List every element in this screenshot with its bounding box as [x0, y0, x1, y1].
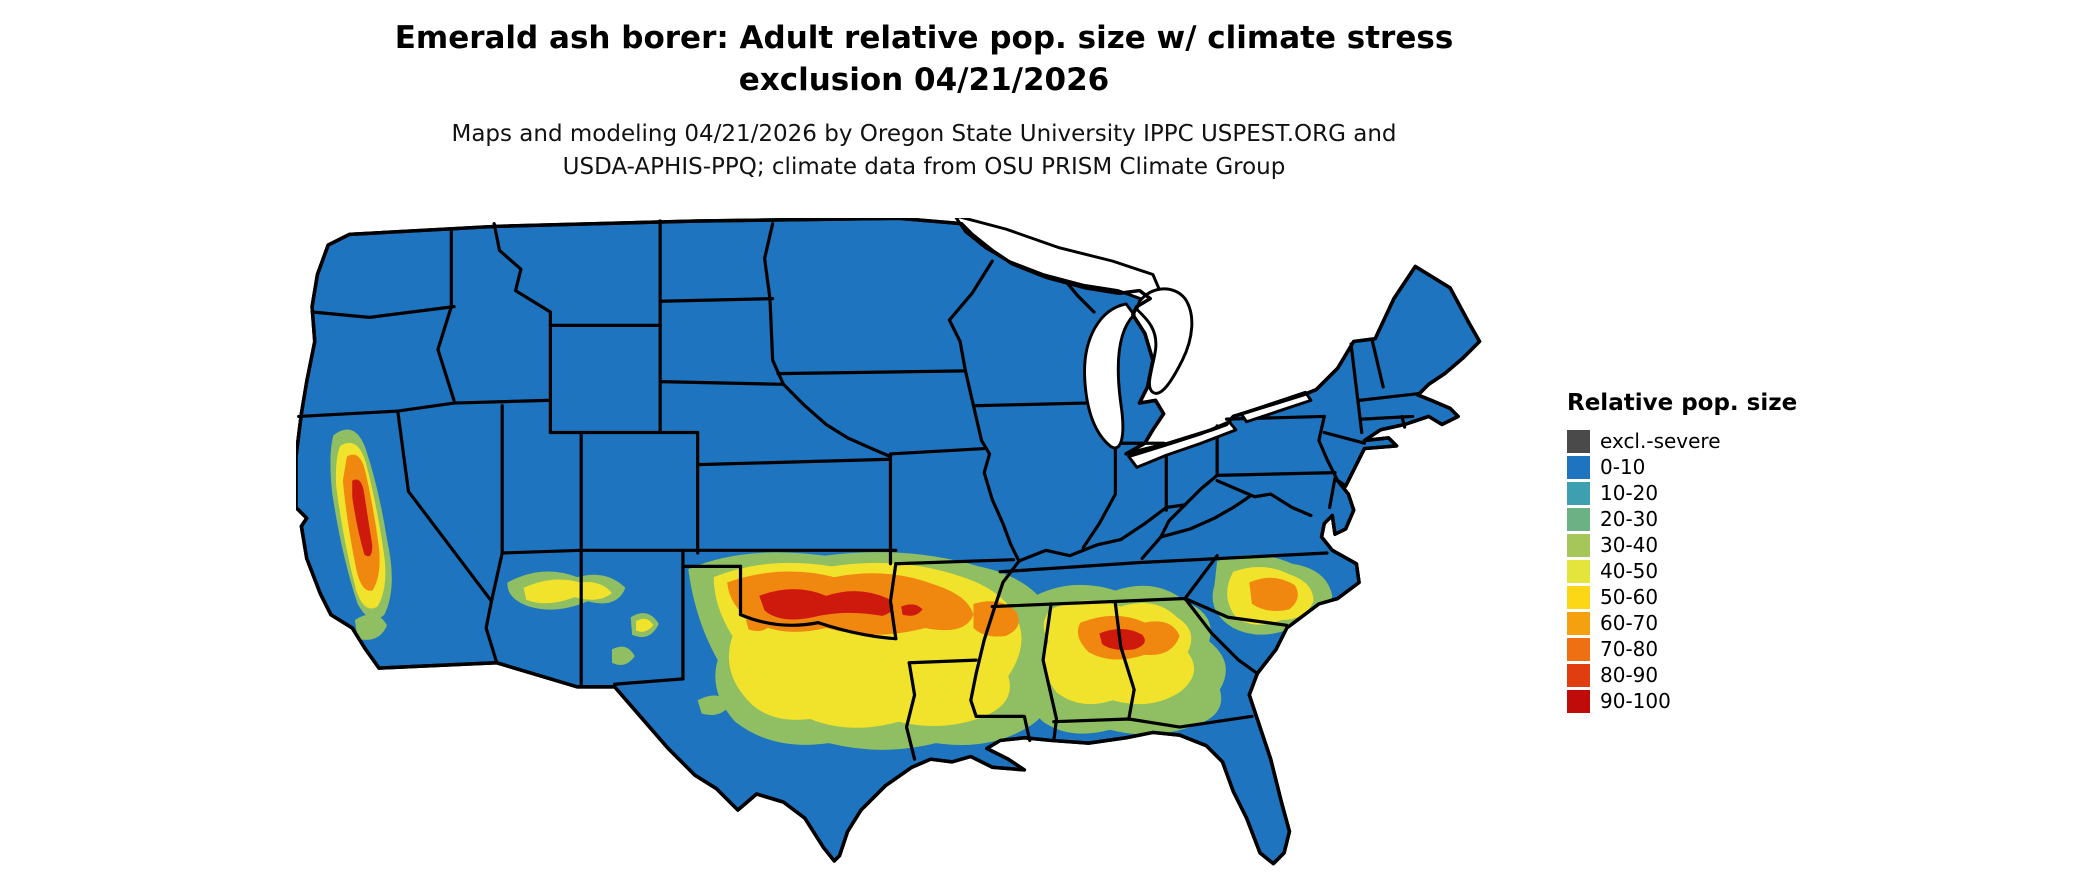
legend-swatch [1567, 663, 1590, 687]
us-map-svg [296, 218, 1482, 866]
pop-band-80-100 [352, 479, 1145, 651]
legend-label: 70-80 [1600, 637, 1659, 661]
legend-item: 50-60 [1567, 584, 1827, 610]
page-subtitle-line1: Maps and modeling 04/21/2026 by Oregon S… [451, 120, 1397, 147]
page-title: Emerald ash borer: Adult relative pop. s… [0, 18, 1848, 102]
legend-item: 70-80 [1567, 636, 1827, 662]
conus-landmass [296, 218, 1482, 866]
legend-label: 30-40 [1600, 533, 1659, 557]
legend-swatch [1567, 611, 1590, 635]
legend-item: excl.-severe [1567, 428, 1827, 454]
legend-swatch [1567, 481, 1590, 505]
title-block: Emerald ash borer: Adult relative pop. s… [0, 18, 1848, 184]
legend-label: 40-50 [1600, 559, 1659, 583]
legend-label: 80-90 [1600, 663, 1659, 687]
page-subtitle: Maps and modeling 04/21/2026 by Oregon S… [0, 118, 1848, 185]
legend-item: 90-100 [1567, 688, 1827, 714]
page-title-line2: exclusion 04/21/2026 [738, 61, 1110, 98]
legend-swatch [1567, 507, 1590, 531]
legend-item: 20-30 [1567, 506, 1827, 532]
legend-title: Relative pop. size [1567, 390, 1798, 416]
legend-label: 10-20 [1600, 481, 1659, 505]
legend-label: 90-100 [1600, 689, 1671, 713]
legend-swatch [1567, 559, 1590, 583]
legend-label: 50-60 [1600, 585, 1659, 609]
legend-item: 30-40 [1567, 532, 1827, 558]
legend-label: 0-10 [1600, 455, 1646, 479]
legend-swatch [1567, 637, 1590, 661]
great-lakes [954, 218, 1313, 469]
legend-swatch [1567, 455, 1590, 479]
legend-swatch [1567, 585, 1590, 609]
state-boundaries [297, 219, 1420, 761]
map-legend: Relative pop. size excl.-severe 0-10 10-20… [1567, 390, 1827, 714]
lake-huron [1135, 287, 1194, 395]
lake-michigan [1083, 302, 1136, 450]
legend-items: excl.-severe 0-10 10-20 20-30 30-40 40-50 50-6… [1567, 428, 1827, 714]
legend-label: 60-70 [1600, 611, 1659, 635]
legend-label: 20-30 [1600, 507, 1659, 531]
legend-item: 60-70 [1567, 610, 1827, 636]
legend-item: 80-90 [1567, 662, 1827, 688]
legend-swatch [1567, 689, 1590, 713]
conus-outline [296, 218, 1482, 866]
population-raster [330, 429, 1333, 750]
legend-item: 40-50 [1567, 558, 1827, 584]
legend-item: 0-10 [1567, 454, 1827, 480]
legend-swatch [1567, 429, 1590, 453]
page-title-line1: Emerald ash borer: Adult relative pop. s… [394, 20, 1454, 56]
legend-label: excl.-severe [1600, 429, 1721, 453]
page-subtitle-line2: USDA-APHIS-PPQ; climate data from OSU PR… [562, 154, 1286, 181]
legend-item: 10-20 [1567, 480, 1827, 506]
us-map [296, 218, 1501, 888]
legend-swatch [1567, 533, 1590, 557]
